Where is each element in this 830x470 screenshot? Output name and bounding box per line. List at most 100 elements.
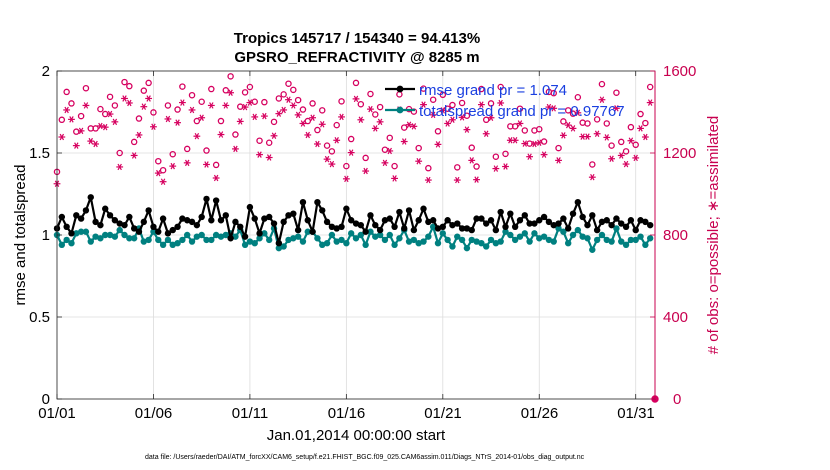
- rmse-point: [646, 221, 654, 229]
- obs-assimilated-point: [236, 118, 244, 125]
- rmse-point: [352, 220, 360, 227]
- obs-possible-point: [536, 125, 543, 133]
- rmse-point: [323, 218, 331, 226]
- y-right-tick-label: 1600: [663, 63, 696, 80]
- obs-assimilated-point: [362, 167, 370, 175]
- obs-possible-point: [482, 116, 490, 124]
- obs-possible-point: [478, 85, 485, 93]
- obs-assimilated-point: [58, 133, 66, 141]
- asterisk-stroke: [83, 102, 89, 109]
- obs-possible-point: [622, 148, 630, 155]
- rmse-point: [237, 223, 244, 230]
- chart-subtitle: GPSRO_REFRACTIVITY @ 8285 m: [234, 49, 479, 66]
- obs-assimilated-point: [622, 160, 630, 168]
- rmse-point: [492, 226, 500, 234]
- obs-assimilated-point: [391, 175, 398, 182]
- rmse-point: [449, 221, 456, 229]
- obs-possible-point: [92, 125, 99, 132]
- obs-assimilated-point: [463, 126, 471, 133]
- totalspread-point: [290, 235, 297, 242]
- rmse-point: [347, 217, 355, 224]
- totalspread-point: [511, 236, 519, 244]
- asterisk-stroke: [223, 102, 229, 109]
- obs-possible-point: [63, 88, 70, 96]
- y-tick-label: 0.5: [29, 309, 50, 326]
- rmse-point: [251, 215, 258, 222]
- asterisk-stroke: [141, 103, 147, 110]
- totalspread-point: [347, 230, 355, 237]
- asterisk-stroke: [315, 140, 320, 148]
- obs-assimilated-point: [526, 153, 534, 160]
- obs-assimilated-point: [637, 125, 644, 132]
- obs-assimilated-point: [72, 142, 80, 149]
- obs-assimilated-point: [328, 160, 336, 168]
- rmse-point: [521, 212, 528, 219]
- obs-possible-point: [251, 98, 258, 106]
- asterisk-stroke: [455, 176, 460, 184]
- asterisk-stroke: [498, 99, 503, 107]
- asterisk-stroke: [180, 99, 185, 106]
- asterisk-stroke: [416, 157, 421, 165]
- rmse-point: [87, 194, 94, 201]
- obs-assimilated-point: [92, 140, 99, 148]
- obs-assimilated-point: [502, 163, 509, 170]
- rmse-point: [622, 223, 630, 230]
- obs-possible-point: [492, 153, 500, 160]
- legend: rmse grand pr = 1.074 totalspread grand …: [385, 82, 625, 120]
- obs-possible-point: [241, 89, 249, 96]
- rmse-point: [376, 226, 384, 234]
- totalspread-point: [376, 231, 384, 239]
- obs-possible-point: [593, 116, 601, 123]
- rmse-point: [130, 225, 138, 232]
- totalspread-point: [463, 244, 471, 252]
- obs-assimilated-point: [289, 102, 297, 109]
- obs-possible-point: [564, 107, 572, 114]
- obs-possible-point: [627, 123, 635, 131]
- asterisk-stroke: [64, 106, 69, 114]
- asterisk-stroke: [541, 151, 547, 158]
- obs-assimilated-point: [82, 102, 90, 109]
- rmse-point: [386, 215, 393, 222]
- obs-possible-point: [290, 86, 297, 94]
- totalspread-point: [256, 235, 263, 242]
- obs-assimilated-point: [613, 105, 620, 112]
- totalspread-point: [246, 238, 254, 245]
- rmse-point: [275, 240, 283, 247]
- asterisk-stroke: [194, 132, 200, 140]
- obs-assimilated-point: [608, 155, 615, 162]
- obs-possible-point: [97, 105, 104, 113]
- asterisk-stroke: [402, 138, 407, 145]
- totalspread-series: [53, 223, 654, 253]
- asterisk-stroke: [262, 112, 267, 120]
- asterisk-stroke: [537, 139, 542, 146]
- asterisk-stroke: [175, 119, 180, 126]
- obs-possible-point: [58, 116, 66, 124]
- rmse-series: [53, 194, 654, 247]
- asterisk-stroke: [411, 123, 417, 130]
- rmse-point: [420, 205, 427, 212]
- rmse-point: [593, 226, 601, 234]
- totalspread-point: [222, 231, 229, 239]
- rmse-point: [126, 213, 133, 221]
- asterisk-stroke: [532, 140, 537, 148]
- rmse-point: [429, 217, 437, 224]
- obs-possible-point: [270, 118, 278, 126]
- totalspread-point: [87, 238, 94, 245]
- asterisk-stroke: [585, 133, 590, 140]
- totalspread-point: [415, 240, 422, 247]
- obs-possible-point: [357, 100, 365, 108]
- totalspread-point: [429, 223, 437, 230]
- obs-assimilated-point: [125, 99, 133, 107]
- obs-assimilated-point: [130, 152, 138, 159]
- obs-possible-point: [280, 91, 287, 98]
- rmse-point: [487, 217, 495, 224]
- x-tick-label: 01/01: [38, 405, 76, 422]
- totalspread-point: [251, 240, 258, 247]
- rmse-point: [92, 218, 99, 226]
- totalspread-point: [232, 233, 239, 240]
- rmse-point: [256, 230, 263, 237]
- rmse-point: [574, 199, 582, 206]
- totalspread-point: [521, 230, 528, 237]
- totalspread-point: [362, 241, 369, 249]
- totalspread-point: [492, 240, 500, 247]
